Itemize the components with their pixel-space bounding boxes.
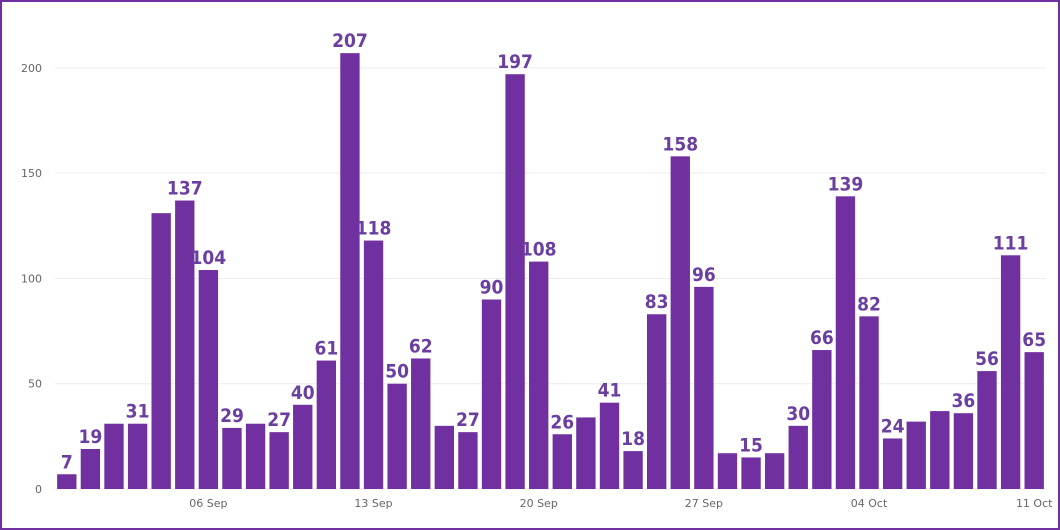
data-label: 62 xyxy=(409,335,433,357)
x-tick-label: 06 Sep xyxy=(189,497,227,510)
data-label: 24 xyxy=(881,415,905,437)
data-label: 27 xyxy=(456,409,480,431)
data-label: 83 xyxy=(645,291,669,313)
data-label: 207 xyxy=(332,30,368,52)
bar xyxy=(363,240,384,489)
bar xyxy=(930,411,950,489)
data-label: 36 xyxy=(952,390,976,412)
bar xyxy=(80,448,101,489)
data-label: 82 xyxy=(857,293,881,315)
data-label: 96 xyxy=(692,264,716,286)
data-label: 40 xyxy=(291,382,315,404)
data-label: 50 xyxy=(385,361,409,383)
data-label: 139 xyxy=(828,173,864,195)
data-label: 137 xyxy=(167,178,203,200)
bar xyxy=(694,286,714,489)
bar xyxy=(293,404,313,489)
bar xyxy=(222,427,242,489)
data-label: 26 xyxy=(550,411,574,433)
bar xyxy=(175,200,195,489)
bar xyxy=(859,316,879,489)
bar xyxy=(977,371,997,489)
bar xyxy=(505,74,525,489)
bar xyxy=(269,432,289,489)
data-label: 61 xyxy=(314,338,338,360)
x-tick-label: 04 Oct xyxy=(851,497,888,510)
data-label: 19 xyxy=(78,426,102,448)
bar xyxy=(552,434,572,489)
data-label: 15 xyxy=(739,434,763,456)
bar xyxy=(104,423,124,489)
bar xyxy=(835,196,856,489)
data-label: 66 xyxy=(810,327,834,349)
data-label: 118 xyxy=(356,218,392,240)
y-tick-label: 150 xyxy=(21,167,42,180)
bar xyxy=(1024,352,1044,489)
data-label: 7 xyxy=(61,451,73,473)
bar xyxy=(953,413,974,489)
bar xyxy=(57,474,77,489)
data-label: 31 xyxy=(126,401,150,423)
bar xyxy=(245,423,266,489)
bar xyxy=(1000,255,1021,489)
x-tick-label: 11 Oct xyxy=(1016,497,1053,510)
x-tick-label: 27 Sep xyxy=(685,497,723,510)
x-tick-label: 20 Sep xyxy=(520,497,558,510)
bar xyxy=(906,421,926,489)
bar xyxy=(812,350,832,489)
data-label: 90 xyxy=(480,277,504,299)
data-label: 65 xyxy=(1022,329,1046,351)
data-label: 18 xyxy=(621,428,645,450)
data-label: 158 xyxy=(662,133,698,155)
bar xyxy=(316,360,337,489)
data-label: 108 xyxy=(521,239,557,261)
bar xyxy=(434,425,454,489)
data-label: 111 xyxy=(993,232,1029,254)
x-tick-label: 13 Sep xyxy=(354,497,392,510)
bar xyxy=(151,213,171,489)
bar xyxy=(647,314,667,489)
bar xyxy=(599,402,620,489)
data-label: 30 xyxy=(786,403,810,425)
data-label: 29 xyxy=(220,405,244,427)
data-label: 56 xyxy=(975,348,999,370)
bar xyxy=(458,432,478,489)
y-tick-label: 50 xyxy=(28,378,42,391)
bar xyxy=(411,358,431,489)
bar xyxy=(387,383,407,489)
bar xyxy=(340,53,360,489)
bar xyxy=(576,417,596,489)
bar xyxy=(717,453,738,489)
y-tick-label: 200 xyxy=(21,62,42,75)
bar xyxy=(882,438,903,489)
data-label: 197 xyxy=(497,51,533,73)
bar xyxy=(529,261,549,489)
bar xyxy=(127,423,148,489)
bar xyxy=(764,453,785,489)
bar xyxy=(741,457,761,489)
bar xyxy=(623,451,643,489)
bar xyxy=(481,299,502,489)
bar xyxy=(670,156,690,490)
data-label: 27 xyxy=(267,409,291,431)
y-tick-label: 0 xyxy=(35,483,42,496)
bar xyxy=(788,425,808,489)
data-label: 104 xyxy=(191,247,227,269)
data-label: 41 xyxy=(598,380,622,402)
bar xyxy=(198,270,219,489)
y-tick-label: 100 xyxy=(21,272,42,285)
